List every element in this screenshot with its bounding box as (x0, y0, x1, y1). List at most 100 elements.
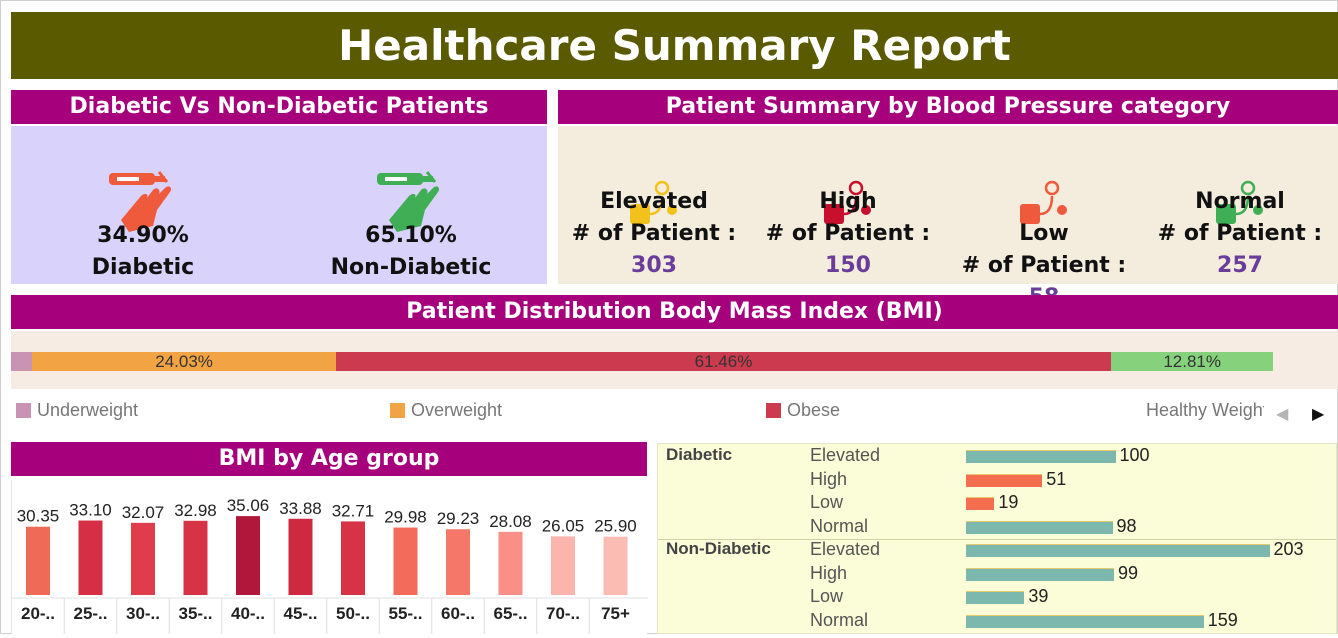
diabetic-section-header: Diabetic Vs Non-Diabetic Patients (11, 90, 547, 124)
age-category-label: 40-.. (231, 604, 265, 623)
age-bar-5[interactable] (288, 518, 313, 595)
age-category-label: 35-.. (178, 604, 212, 623)
age-bar-label: 30.35 (17, 507, 60, 526)
age-bar-label: 25.90 (594, 517, 637, 536)
age-category-label: 30-.. (126, 604, 160, 623)
bmi-distribution-bar: 24.03% 61.46% 12.81% (11, 331, 1338, 389)
age-bar-6[interactable] (341, 521, 365, 595)
age-bar-9[interactable] (498, 531, 523, 595)
breakdown-category-label: High (810, 562, 848, 583)
legend-label: Overweight (411, 400, 503, 420)
breakdown-value-label: 98 (1116, 515, 1137, 536)
breakdown-bar[interactable] (966, 591, 1025, 604)
age-section-header: BMI by Age group (11, 442, 647, 476)
non-diabetic-percent: 65.10% (365, 223, 457, 248)
bp-count-label: # of Patient : (571, 221, 737, 246)
breakdown-bar[interactable] (966, 450, 1116, 463)
age-bar-4[interactable] (236, 516, 260, 595)
bmi-segment-healthy-weight[interactable]: 12.81% (1111, 352, 1273, 371)
legend-item-overweight[interactable]: Overweight (390, 400, 502, 421)
legend-label: Healthy Weight (1146, 400, 1264, 420)
bp-category-label: Normal (1195, 189, 1285, 214)
age-category-label: 25-.. (73, 604, 107, 623)
age-bar-label: 33.88 (279, 499, 322, 518)
legend-swatch (766, 403, 781, 418)
bp-breakdown-chart: Diabetic Elevated 100 High 51 Low 19 Normal 98 No… (657, 443, 1337, 634)
age-bar-label: 28.08 (489, 512, 532, 531)
legend-label: Underweight (37, 400, 139, 420)
breakdown-group-label: Diabetic (666, 445, 733, 464)
bmi-segment-underweight[interactable] (11, 352, 33, 371)
breakdown-group-divider (658, 539, 1336, 540)
age-bar-label: 35.06 (227, 496, 270, 515)
bp-category-label: Elevated (600, 189, 708, 214)
bp-section-header: Patient Summary by Blood Pressure catego… (558, 90, 1338, 124)
bp-low: Low # of Patient : 58 (944, 218, 1144, 314)
breakdown-value-label: 51 (1046, 468, 1067, 489)
blood-pressure-monitor-icon (1216, 180, 1263, 224)
breakdown-group-label: Non-Diabetic (666, 539, 771, 558)
bmi-segment-obese[interactable]: 61.46% (335, 352, 1112, 371)
age-bar-1[interactable] (78, 520, 103, 595)
breakdown-category-label: Elevated (810, 539, 881, 559)
breakdown-category-label: Normal (810, 515, 869, 536)
legend-clip: Healthy Weight (1140, 396, 1264, 426)
age-category-label: 20-.. (21, 604, 55, 623)
age-bar-7[interactable] (393, 527, 418, 595)
breakdown-bar[interactable] (966, 473, 1043, 487)
bp-count-value: 257 (1217, 253, 1263, 278)
age-bar-label: 32.07 (122, 503, 165, 522)
legend-item-obese[interactable]: Obese (766, 400, 840, 421)
breakdown-value-label: 203 (1273, 539, 1304, 559)
age-bar-label: 29.98 (384, 508, 427, 527)
bmi-section-header: Patient Distribution Body Mass Index (BM… (11, 295, 1338, 329)
bp-category-label: High (819, 189, 877, 214)
blood-pressure-monitor-icon (630, 180, 677, 224)
legend-swatch (16, 403, 31, 418)
age-bar-label: 26.05 (542, 516, 585, 535)
age-bar-3[interactable] (183, 520, 208, 595)
age-bar-chart-svg: 30.35 20-.. 33.10 25-.. 32.07 30-.. 32.98 35-..… (12, 496, 648, 634)
age-category-label: 55-.. (388, 604, 422, 623)
age-bar-chart: 30.35 20-.. 33.10 25-.. 32.07 30-.. 32.98 35-..… (11, 480, 648, 634)
bp-normal: Normal # of Patient : 257 (1150, 186, 1330, 282)
breakdown-bar[interactable] (966, 520, 1113, 534)
age-bar-label: 33.10 (69, 501, 112, 520)
breakdown-bar[interactable] (966, 497, 995, 510)
age-category-label: 60-.. (441, 604, 475, 623)
bp-panel: Elevated # of Patient : 303 High # of Pa… (558, 126, 1338, 310)
bp-count-value: 303 (631, 253, 677, 278)
breakdown-value-label: 159 (1207, 609, 1238, 630)
legend-item-healthy-weight[interactable]: Healthy Weight (1140, 400, 1264, 421)
breakdown-bar[interactable] (966, 614, 1204, 628)
non-diabetic-label: Non-Diabetic (330, 255, 492, 280)
bp-high: High # of Patient : 150 (758, 186, 938, 282)
age-bar-2[interactable] (131, 522, 155, 595)
age-bar-10[interactable] (551, 536, 575, 595)
breakdown-bar[interactable] (966, 544, 1270, 557)
age-category-label: 45-.. (283, 604, 317, 623)
bmi-segment-overweight[interactable]: 24.03% (32, 352, 336, 371)
breakdown-category-label: Low (810, 586, 844, 606)
age-bar-8[interactable] (446, 529, 470, 595)
breakdown-bar[interactable] (966, 567, 1115, 581)
legend-next-button[interactable]: ▶ (1312, 404, 1325, 423)
breakdown-value-label: 19 (998, 492, 1019, 512)
bp-category-label: Low (1019, 221, 1069, 246)
diabetic-panel: 34.90% Diabetic 65.10% Non-Diabetic (11, 126, 547, 284)
diabetic-percent: 34.90% (97, 223, 189, 248)
bp-count-value: 150 (825, 253, 871, 278)
blood-pressure-monitor-icon (824, 180, 871, 224)
age-category-label: 50-.. (336, 604, 370, 623)
breakdown-value-label: 100 (1119, 445, 1150, 465)
non-diabetic-stat: 65.10% Non-Diabetic (311, 220, 511, 284)
diabetic-stat: 34.90% Diabetic (63, 220, 223, 284)
legend-item-underweight[interactable]: Underweight (16, 400, 138, 421)
glucose-meter-icon (377, 171, 440, 232)
age-bar-label: 32.98 (174, 501, 217, 520)
breakdown-value-label: 39 (1028, 586, 1049, 606)
age-bar-0[interactable] (26, 526, 50, 595)
legend-prev-button[interactable]: ◀ (1276, 404, 1289, 423)
age-category-label: 75+ (601, 604, 630, 623)
age-bar-11[interactable] (603, 536, 628, 595)
